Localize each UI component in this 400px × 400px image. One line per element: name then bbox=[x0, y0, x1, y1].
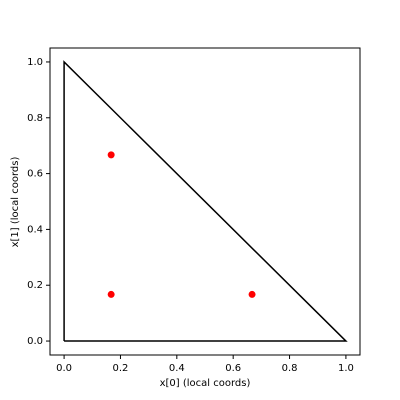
x-tick-label: 0.6 bbox=[225, 363, 241, 374]
y-axis-label: x[1] (local coords) bbox=[10, 157, 21, 248]
y-tick-label: 0.4 bbox=[27, 224, 43, 235]
y-tick-label: 0.0 bbox=[27, 336, 43, 347]
x-tick-label: 0.8 bbox=[282, 363, 298, 374]
triangle-edge bbox=[63, 60, 348, 342]
plot-frame bbox=[49, 47, 361, 356]
y-tick-label: 0.8 bbox=[27, 113, 43, 124]
x-tick-label: 0.4 bbox=[169, 363, 185, 374]
y-tick-label: 0.6 bbox=[27, 169, 43, 180]
y-tick-label: 0.2 bbox=[27, 280, 43, 291]
x-axis-label: x[0] (local coords) bbox=[160, 378, 251, 389]
y-tick-label: 1.0 bbox=[27, 57, 43, 68]
point bbox=[107, 290, 115, 298]
x-tick-label: 1.0 bbox=[338, 363, 354, 374]
point bbox=[107, 151, 115, 159]
x-tick-label: 0.2 bbox=[113, 363, 129, 374]
point bbox=[248, 290, 256, 298]
x-tick-label: 0.0 bbox=[56, 363, 72, 374]
